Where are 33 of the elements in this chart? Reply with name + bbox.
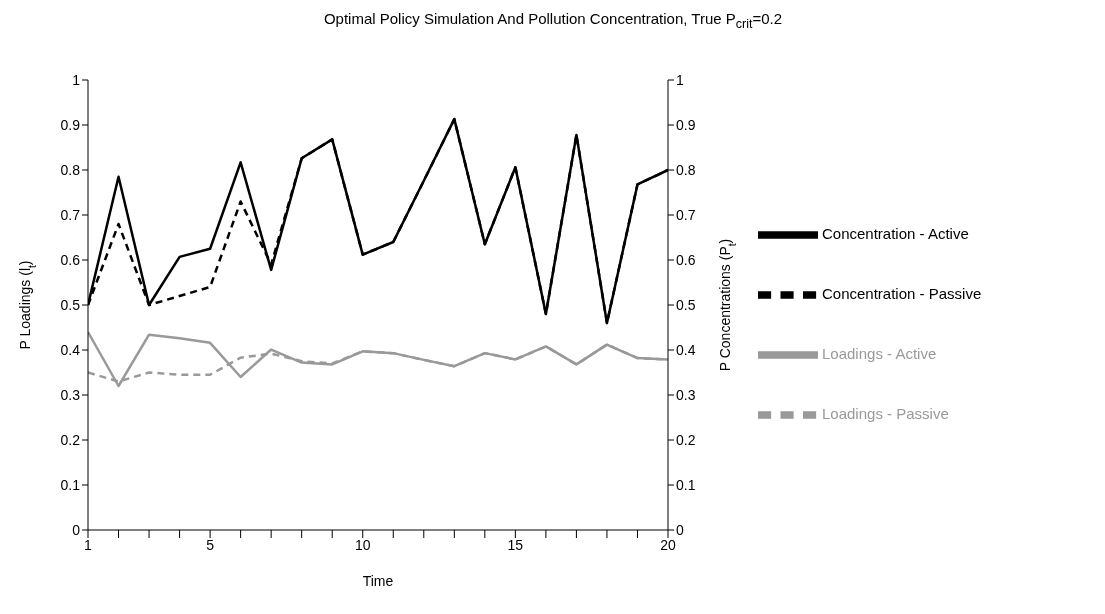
y-tick-label: 0.9: [60, 116, 81, 133]
x-tick-label: 10: [354, 536, 371, 553]
y-tick-label: 0.8: [60, 161, 81, 178]
y-tick-label: 0.2: [60, 431, 81, 448]
y-tick-label: 0.6: [60, 251, 81, 268]
y2-tick-label: 0.6: [676, 251, 696, 268]
y-tick-label: 0.3: [60, 386, 81, 403]
y-tick-label: 0.7: [60, 206, 81, 223]
y2-tick-label: 0.7: [676, 206, 696, 223]
y2-tick-label: 0.2: [676, 431, 696, 448]
y2-tick-label: 0.4: [676, 341, 696, 358]
y2-tick-label: 0.1: [676, 476, 696, 493]
legend-label: Concentration - Active: [822, 224, 969, 242]
y2-tick-label: 0.8: [676, 161, 696, 178]
x-axis-title: Time: [362, 573, 394, 589]
y2-tick-label: 0: [676, 521, 684, 538]
x-tick-label: 15: [507, 536, 524, 553]
y-tick-label: 0.1: [60, 476, 81, 493]
legend-label: Loadings - Passive: [822, 404, 949, 422]
y-tick-label: 0.4: [60, 341, 81, 358]
y2-tick-label: 0.5: [676, 296, 696, 313]
y2-tick-label: 0.3: [676, 386, 696, 403]
y-tick-label: 0: [72, 521, 81, 538]
y2-tick-label: 1: [676, 71, 684, 88]
x-tick-label: 1: [84, 536, 93, 553]
legend-label: Concentration - Passive: [822, 284, 982, 302]
chart-title: Optimal Policy Simulation And Pollution Concentration, True P$_{crit}$=0.2: [322, 9, 784, 33]
legend-label: Loadings - Active: [822, 344, 937, 362]
y-tick-label: 1: [72, 71, 81, 88]
y2-tick-label: 0.9: [676, 116, 696, 133]
y-tick-label: 0.5: [60, 296, 81, 313]
x-tick-label: 5: [206, 536, 215, 553]
x-tick-label: 20: [660, 536, 676, 553]
